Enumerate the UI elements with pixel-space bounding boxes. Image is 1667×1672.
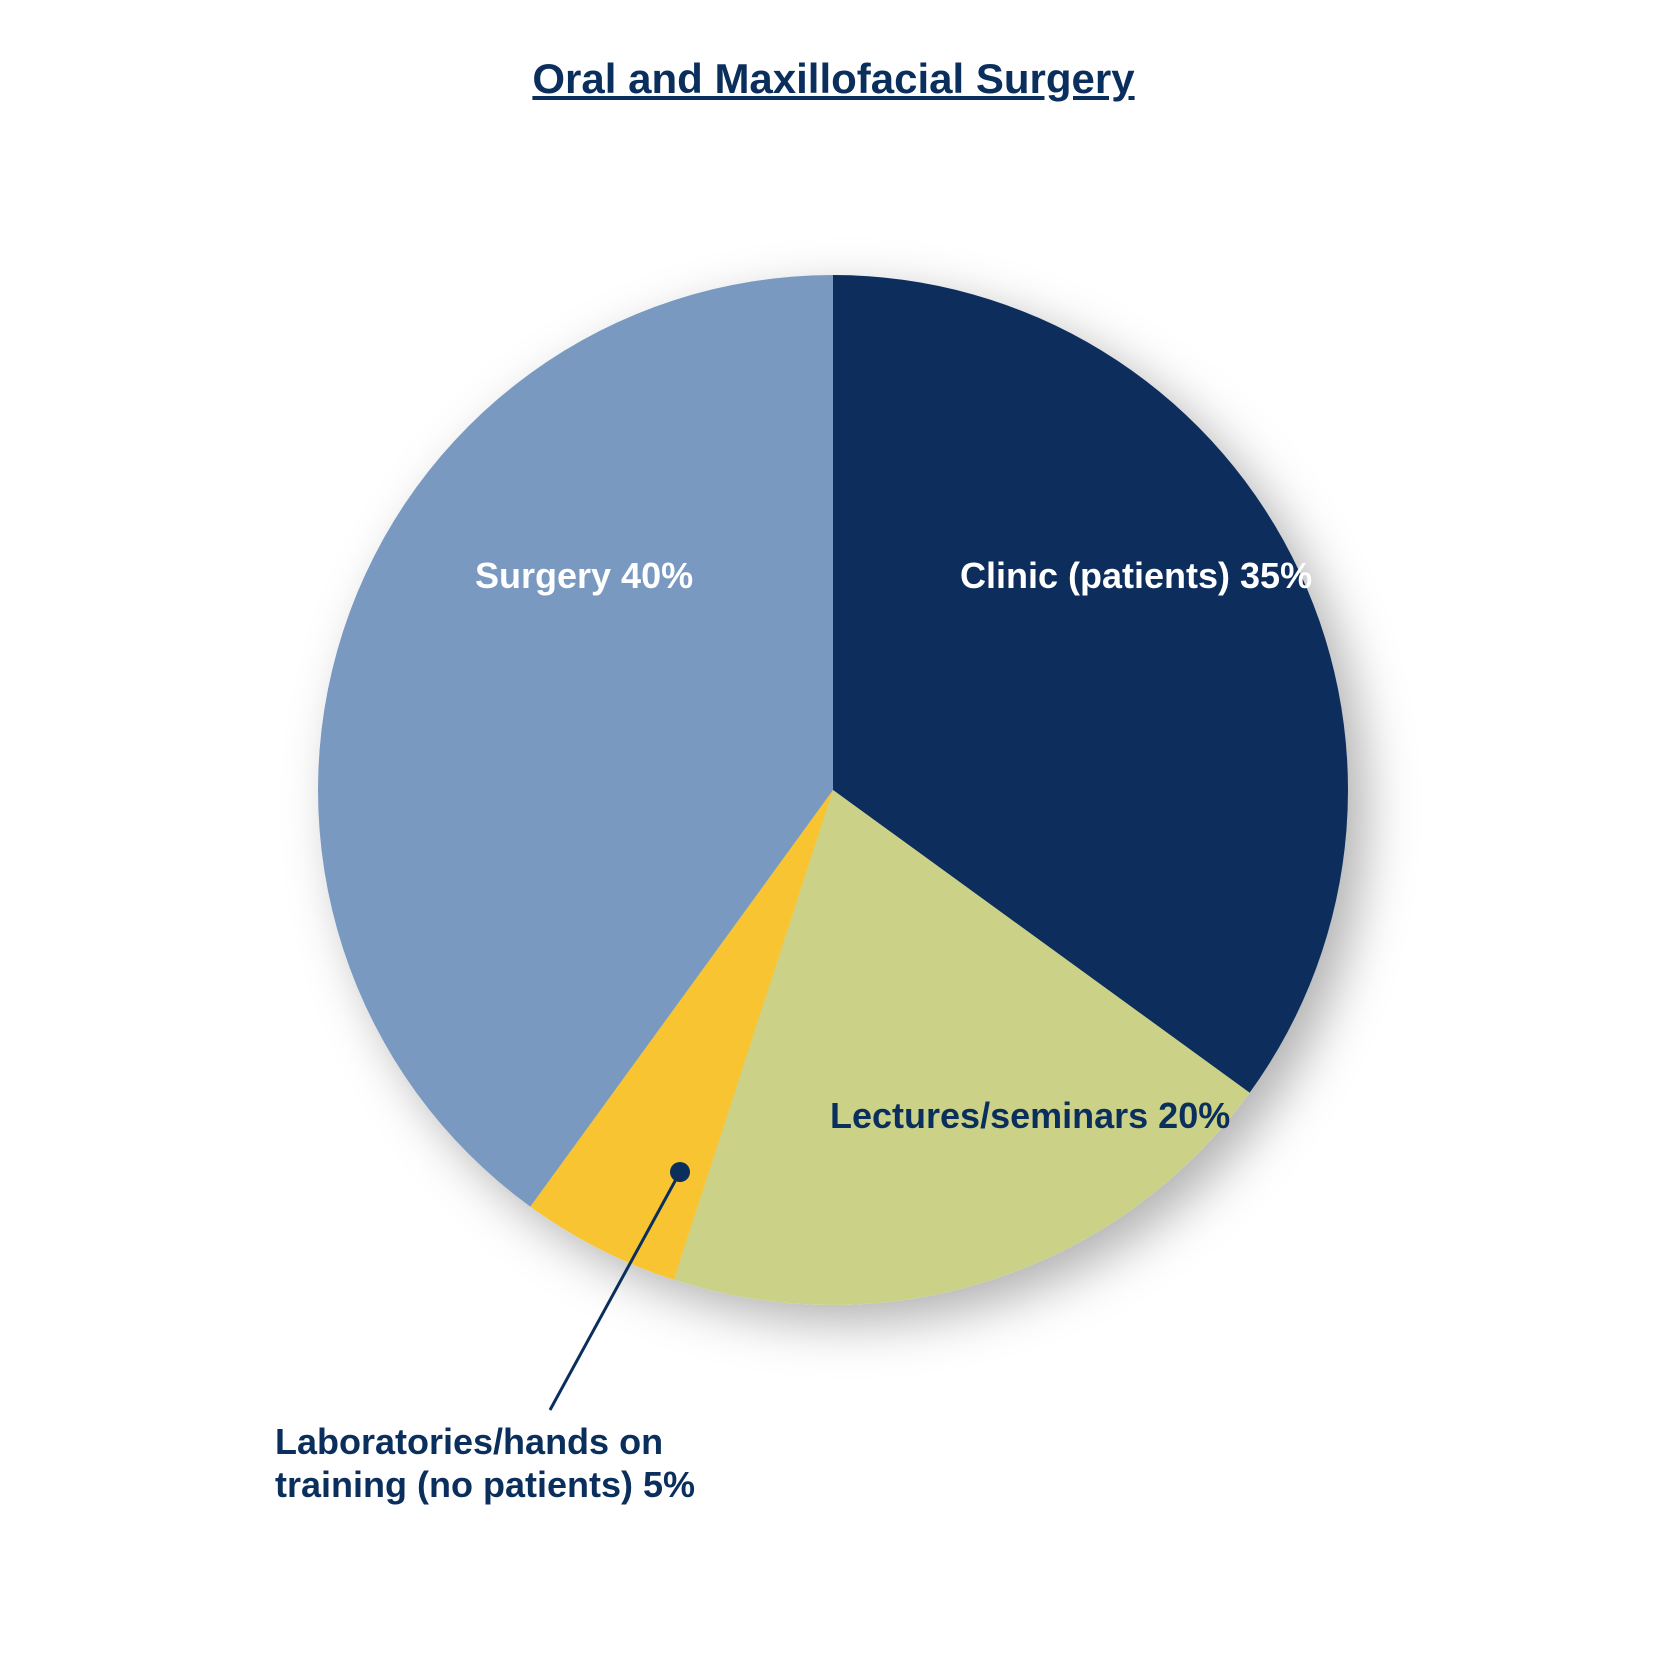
slice-label: Surgery 40%	[475, 555, 693, 597]
pie-svg	[0, 0, 1667, 1667]
slice-label: Clinic (patients) 35%	[960, 555, 1312, 597]
slice-label: Lectures/seminars 20%	[830, 1095, 1230, 1137]
pie-chart: Clinic (patients) 35% Lectures/seminars 2…	[0, 0, 1667, 1667]
callout-dot	[670, 1162, 690, 1182]
slice-label: Laboratories/hands ontraining (no patien…	[275, 1420, 695, 1506]
